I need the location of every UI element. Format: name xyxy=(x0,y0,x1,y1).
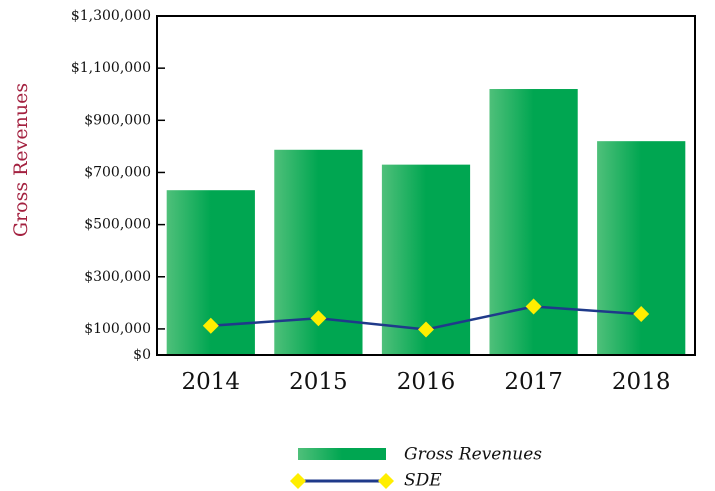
y-tick-label: $1,300,000 xyxy=(71,8,151,24)
x-tick-label: 2015 xyxy=(289,369,348,395)
legend-marker xyxy=(290,473,306,489)
marker xyxy=(418,321,434,338)
y-tick-label: $100,000 xyxy=(84,321,151,337)
y-tick-label: $900,000 xyxy=(84,112,151,128)
marker xyxy=(310,310,327,327)
y-tick-label: $500,000 xyxy=(84,217,151,233)
y-tick-label: $1,100,000 xyxy=(71,60,151,76)
legend-swatch xyxy=(298,448,386,460)
x-tick-label: 2014 xyxy=(182,369,241,395)
marker xyxy=(633,306,650,323)
marker xyxy=(202,317,219,334)
y-axis-title: Gross Revenues xyxy=(10,83,32,237)
x-tick-label: 2016 xyxy=(397,369,456,395)
y-tick-label: $300,000 xyxy=(84,269,151,285)
legend-marker xyxy=(378,473,394,489)
plot-frame xyxy=(156,15,696,356)
x-tick-label: 2017 xyxy=(504,369,563,395)
x-tick-label: 2018 xyxy=(612,369,671,395)
legend-label: SDE xyxy=(404,471,442,491)
bar xyxy=(597,141,686,355)
bar xyxy=(489,89,578,355)
legend-label: Gross Revenues xyxy=(404,445,542,465)
y-tick-label: $0 xyxy=(133,347,151,363)
y-tick-label: $700,000 xyxy=(84,164,151,180)
marker xyxy=(525,298,542,315)
